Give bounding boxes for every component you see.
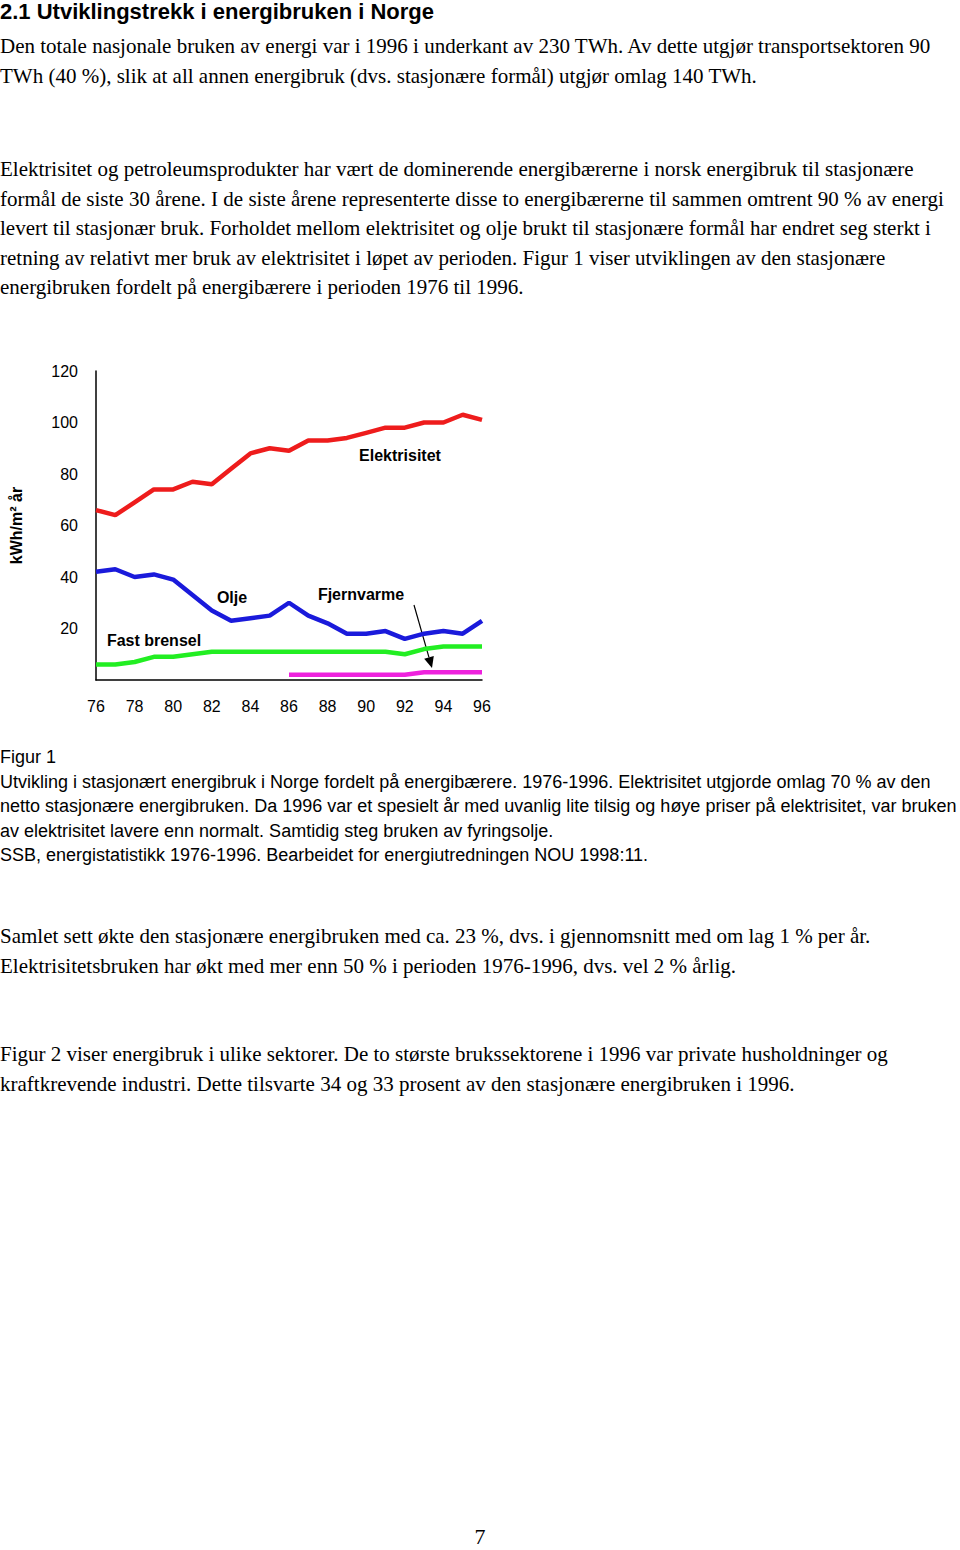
html-text:Figur 1: Figur 1 bbox=[0, 747, 56, 767]
svg-text:Fjernvarme: Fjernvarme bbox=[318, 586, 404, 603]
svg-text:20: 20 bbox=[60, 620, 78, 637]
svg-text:kWh/m² år: kWh/m² år bbox=[8, 487, 25, 564]
svg-text:78: 78 bbox=[126, 698, 144, 715]
svg-text:120: 120 bbox=[51, 363, 78, 380]
svg-text:88: 88 bbox=[319, 698, 337, 715]
html-text:2.1 Utviklingstrekk i energibr: 2.1 Utviklingstrekk i energibruken i Nor… bbox=[0, 0, 434, 24]
html-text:Den totale nasjonale bruken av: Den totale nasjonale bruken av energi va… bbox=[0, 34, 931, 88]
svg-text:94: 94 bbox=[435, 698, 453, 715]
svg-text:Elektrisitet: Elektrisitet bbox=[359, 447, 441, 464]
svg-text:92: 92 bbox=[396, 698, 414, 715]
svg-text:82: 82 bbox=[203, 698, 221, 715]
html-text:Utvikling i stasjonært energib: Utvikling i stasjonært energibruk i Norg… bbox=[0, 771, 957, 841]
html-text:SSB, energistatistikk 1976-199: SSB, energistatistikk 1976-1996. Bearbei… bbox=[0, 845, 649, 866]
svg-text:76: 76 bbox=[87, 698, 105, 715]
html-text:Samlet sett økte den stasjonær: Samlet sett økte den stasjonære energibr… bbox=[0, 924, 871, 978]
svg-text:40: 40 bbox=[60, 569, 78, 586]
svg-text:Fast brensel: Fast brensel bbox=[107, 632, 201, 649]
html-text:Figur 2 viser energibruk i uli: Figur 2 viser energibruk i ulike sektore… bbox=[0, 1042, 888, 1096]
html-text:7: 7 bbox=[474, 1524, 486, 1549]
svg-text:96: 96 bbox=[473, 698, 491, 715]
svg-text:90: 90 bbox=[357, 698, 375, 715]
svg-text:80: 80 bbox=[60, 466, 78, 483]
svg-text:100: 100 bbox=[51, 414, 78, 431]
svg-text:60: 60 bbox=[60, 517, 78, 534]
svg-text:80: 80 bbox=[164, 698, 182, 715]
svg-text:Olje: Olje bbox=[217, 589, 247, 606]
html-text:Elektrisitet og petroleumsprod: Elektrisitet og petroleumsprodukter har … bbox=[0, 157, 944, 300]
svg-text:86: 86 bbox=[280, 698, 298, 715]
svg-text:84: 84 bbox=[242, 698, 260, 715]
